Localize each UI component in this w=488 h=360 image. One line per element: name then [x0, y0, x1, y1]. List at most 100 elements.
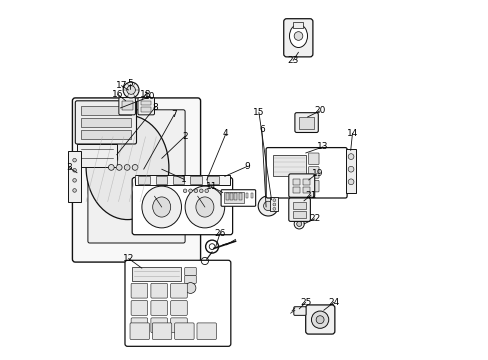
FancyBboxPatch shape: [230, 193, 232, 200]
Circle shape: [263, 201, 272, 211]
FancyBboxPatch shape: [221, 190, 255, 206]
FancyBboxPatch shape: [88, 110, 185, 243]
Text: 15: 15: [253, 108, 264, 117]
Circle shape: [183, 189, 186, 193]
Circle shape: [132, 165, 138, 170]
Circle shape: [204, 189, 208, 193]
Circle shape: [124, 165, 130, 170]
Text: 26: 26: [214, 229, 225, 238]
Text: 13: 13: [317, 142, 328, 151]
FancyBboxPatch shape: [172, 176, 184, 184]
Text: 1: 1: [181, 175, 186, 184]
FancyBboxPatch shape: [174, 323, 194, 339]
Text: 21: 21: [305, 191, 316, 199]
FancyBboxPatch shape: [288, 198, 310, 221]
Ellipse shape: [142, 186, 181, 228]
Circle shape: [272, 203, 275, 206]
Circle shape: [73, 189, 76, 192]
Text: 5: 5: [127, 79, 133, 88]
Text: 8: 8: [152, 103, 158, 112]
FancyBboxPatch shape: [130, 323, 149, 339]
Circle shape: [73, 179, 76, 182]
Circle shape: [272, 199, 275, 202]
Text: 22: 22: [308, 214, 320, 223]
FancyBboxPatch shape: [270, 197, 278, 211]
FancyBboxPatch shape: [68, 151, 81, 202]
FancyBboxPatch shape: [155, 176, 167, 184]
Text: 7: 7: [171, 110, 177, 119]
Text: 14: 14: [346, 129, 357, 138]
FancyBboxPatch shape: [131, 301, 147, 315]
FancyBboxPatch shape: [273, 155, 305, 176]
FancyBboxPatch shape: [224, 192, 244, 203]
FancyBboxPatch shape: [197, 323, 216, 339]
Circle shape: [294, 219, 304, 229]
FancyBboxPatch shape: [72, 98, 200, 262]
Circle shape: [316, 316, 324, 324]
Text: 24: 24: [327, 298, 339, 307]
Ellipse shape: [289, 24, 307, 48]
FancyBboxPatch shape: [151, 318, 167, 333]
Circle shape: [116, 165, 122, 170]
Circle shape: [347, 179, 353, 185]
FancyBboxPatch shape: [294, 113, 318, 132]
FancyBboxPatch shape: [292, 22, 303, 28]
FancyBboxPatch shape: [292, 187, 300, 193]
Text: 4: 4: [223, 129, 228, 138]
FancyBboxPatch shape: [151, 301, 167, 315]
FancyBboxPatch shape: [132, 267, 181, 281]
Ellipse shape: [86, 115, 168, 220]
FancyBboxPatch shape: [125, 260, 230, 346]
FancyBboxPatch shape: [225, 193, 228, 200]
Circle shape: [188, 189, 192, 193]
FancyBboxPatch shape: [245, 193, 248, 198]
Text: 17: 17: [115, 81, 127, 90]
FancyBboxPatch shape: [134, 175, 230, 185]
Text: 3: 3: [66, 163, 72, 172]
FancyBboxPatch shape: [131, 318, 147, 333]
FancyBboxPatch shape: [308, 167, 318, 178]
FancyBboxPatch shape: [293, 307, 305, 315]
FancyBboxPatch shape: [346, 149, 355, 193]
Circle shape: [258, 196, 278, 216]
FancyBboxPatch shape: [207, 176, 219, 184]
Text: 6: 6: [258, 125, 264, 134]
FancyBboxPatch shape: [190, 176, 201, 184]
Text: 12: 12: [122, 254, 134, 263]
Circle shape: [108, 165, 114, 170]
Text: 19: 19: [311, 169, 322, 178]
FancyBboxPatch shape: [119, 98, 135, 115]
Circle shape: [73, 158, 76, 162]
FancyBboxPatch shape: [283, 19, 312, 57]
FancyBboxPatch shape: [152, 323, 171, 339]
FancyBboxPatch shape: [305, 305, 334, 334]
FancyBboxPatch shape: [77, 144, 117, 167]
FancyBboxPatch shape: [170, 283, 187, 298]
FancyBboxPatch shape: [138, 176, 149, 184]
FancyBboxPatch shape: [138, 98, 154, 115]
FancyBboxPatch shape: [298, 117, 314, 129]
Circle shape: [294, 32, 302, 40]
FancyBboxPatch shape: [81, 130, 131, 139]
FancyBboxPatch shape: [308, 153, 318, 165]
Circle shape: [296, 221, 301, 226]
Ellipse shape: [185, 186, 224, 228]
FancyBboxPatch shape: [141, 101, 151, 105]
Circle shape: [126, 86, 135, 94]
FancyBboxPatch shape: [170, 318, 187, 333]
Circle shape: [185, 283, 196, 293]
Circle shape: [272, 207, 275, 210]
FancyBboxPatch shape: [234, 193, 237, 200]
FancyBboxPatch shape: [292, 211, 306, 218]
Text: 11: 11: [205, 182, 217, 191]
FancyBboxPatch shape: [81, 106, 131, 115]
FancyBboxPatch shape: [81, 118, 131, 127]
Text: 18: 18: [140, 90, 151, 99]
Text: 9: 9: [244, 162, 250, 171]
Ellipse shape: [196, 197, 213, 217]
FancyBboxPatch shape: [308, 180, 318, 192]
FancyBboxPatch shape: [292, 179, 300, 185]
FancyBboxPatch shape: [131, 283, 147, 298]
Circle shape: [347, 154, 353, 159]
Text: 10: 10: [144, 92, 156, 101]
